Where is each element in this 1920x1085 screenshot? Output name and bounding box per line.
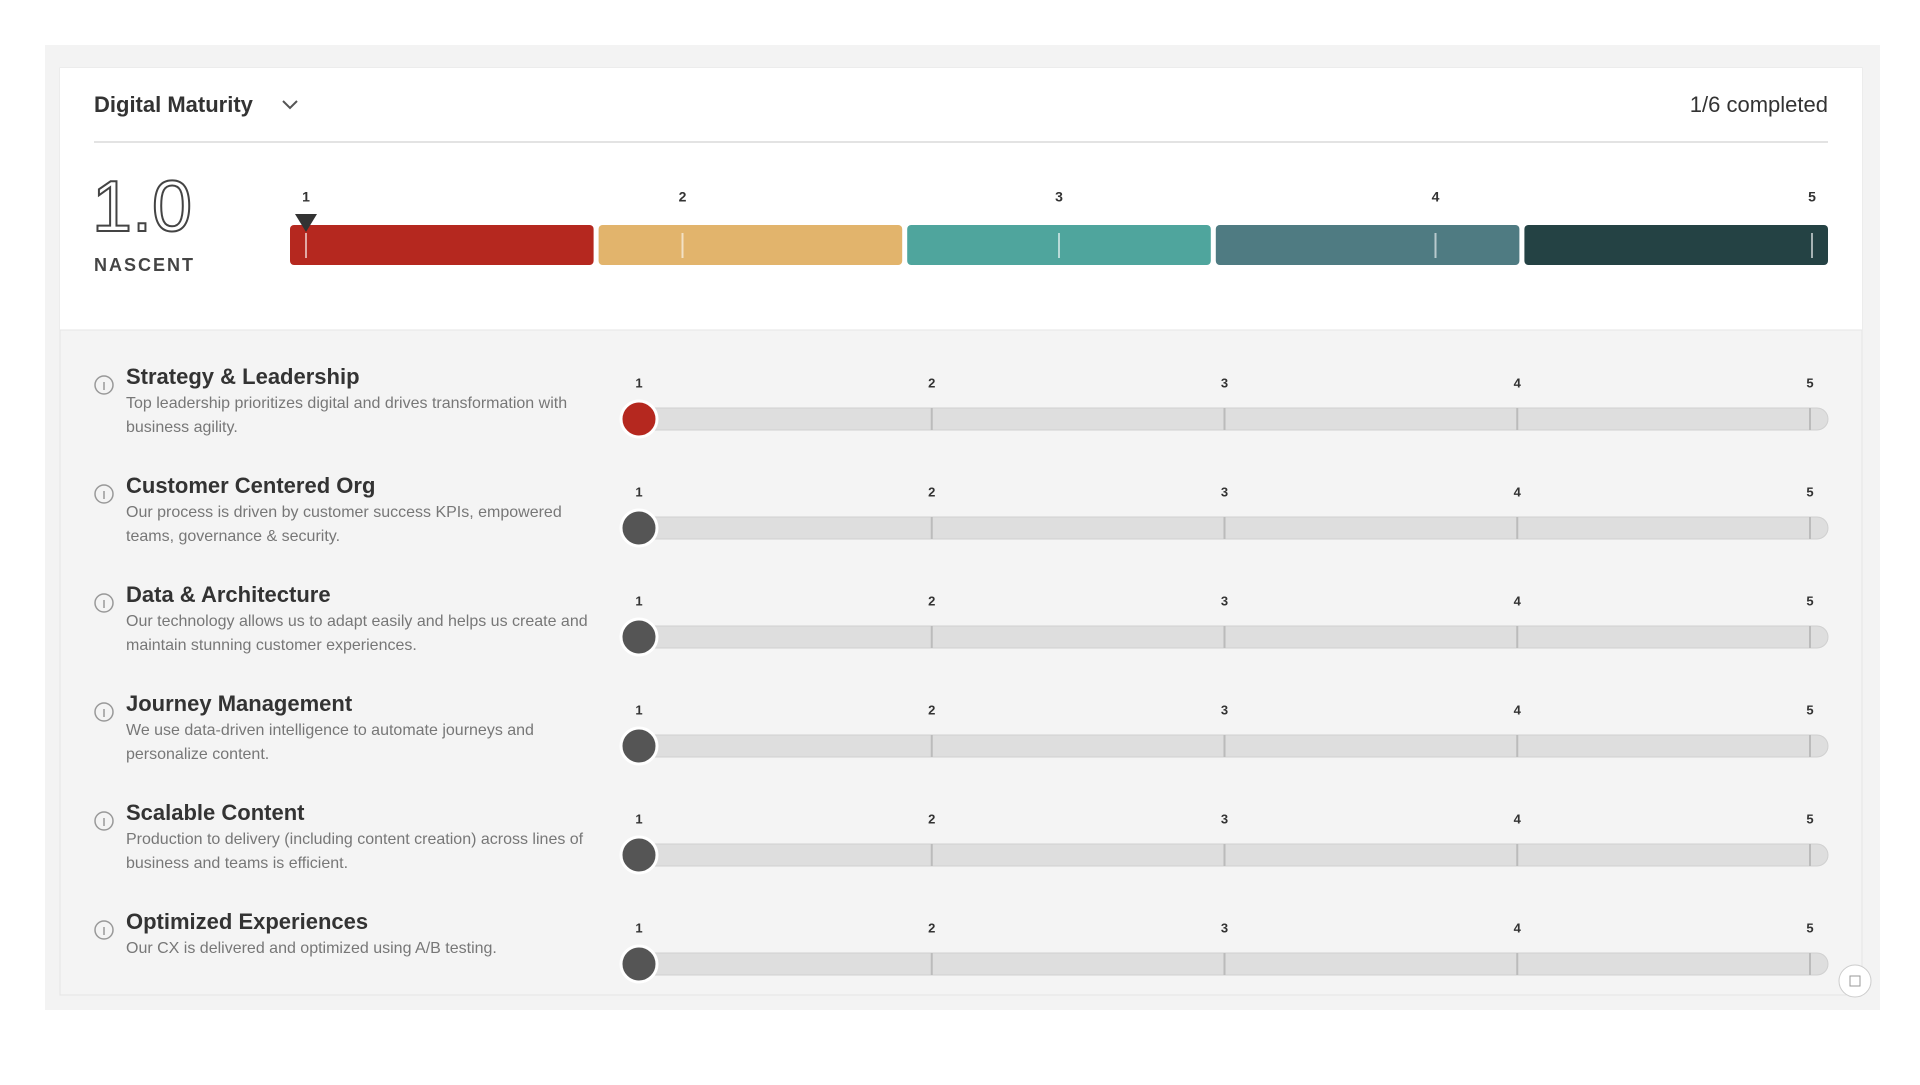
corner-button[interactable] bbox=[1838, 964, 1872, 998]
slider-label: 3 bbox=[1221, 593, 1228, 608]
slider-label: 4 bbox=[1514, 375, 1522, 390]
slider-knob[interactable] bbox=[619, 835, 659, 875]
info-icon[interactable] bbox=[94, 593, 114, 613]
slider-label: 3 bbox=[1221, 920, 1228, 935]
level-label: 2 bbox=[679, 189, 687, 205]
level-label: 1 bbox=[302, 189, 310, 205]
row-description: Top leadership prioritizes digital and d… bbox=[126, 395, 568, 436]
slider-label: 2 bbox=[928, 484, 935, 499]
slider-track[interactable] bbox=[638, 516, 1829, 540]
slider-track[interactable] bbox=[638, 952, 1829, 976]
slider-label: 1 bbox=[635, 593, 642, 608]
row-description: Our process is driven by customer succes… bbox=[126, 504, 562, 545]
row-title: Scalable Content bbox=[126, 800, 305, 825]
slider-label: 1 bbox=[635, 920, 642, 935]
slider-label: 2 bbox=[928, 593, 935, 608]
row-description: We use data-driven intelligence to autom… bbox=[126, 722, 534, 763]
score: 1.0 bbox=[92, 167, 192, 247]
slider-label: 1 bbox=[635, 375, 642, 390]
info-icon[interactable] bbox=[94, 484, 114, 504]
row-title: Data & Architecture bbox=[126, 582, 331, 607]
level-label: 5 bbox=[1808, 189, 1816, 205]
panel-header bbox=[60, 68, 1862, 330]
row-title: Optimized Experiences bbox=[126, 909, 368, 934]
slider-label: 3 bbox=[1221, 484, 1228, 499]
slider-label: 3 bbox=[1221, 811, 1228, 826]
row-description-box: Top leadership prioritizes digital and d… bbox=[126, 395, 568, 436]
level-label: 3 bbox=[1055, 189, 1063, 205]
slider-label: 3 bbox=[1221, 702, 1228, 717]
slider-knob[interactable] bbox=[619, 508, 659, 548]
level-segment bbox=[598, 225, 903, 265]
slider-label: 2 bbox=[928, 375, 935, 390]
dropdown-chevron[interactable] bbox=[282, 100, 298, 110]
progress: 1/6 completed bbox=[1690, 92, 1828, 117]
level-marker bbox=[295, 214, 317, 232]
level-segment bbox=[1215, 225, 1520, 265]
slider-knob[interactable] bbox=[619, 399, 659, 439]
row-description-box: Our CX is delivered and optimized using … bbox=[126, 940, 497, 957]
slider-label: 2 bbox=[928, 920, 935, 935]
row-description-box: Production to delivery (including conten… bbox=[126, 831, 584, 872]
slider-label: 4 bbox=[1514, 811, 1522, 826]
info-icon[interactable] bbox=[94, 702, 114, 722]
info-icon[interactable] bbox=[94, 920, 114, 940]
slider-label: 4 bbox=[1514, 593, 1522, 608]
row-title: Journey Management bbox=[126, 691, 353, 716]
row-title: Customer Centered Org bbox=[126, 473, 375, 498]
slider-track[interactable] bbox=[638, 407, 1829, 431]
slider-track[interactable] bbox=[638, 734, 1829, 758]
row-description: Production to delivery (including conten… bbox=[126, 831, 584, 872]
row-description: Our technology allows us to adapt easily… bbox=[126, 613, 588, 654]
slider-label: 5 bbox=[1806, 375, 1813, 390]
slider-label: 4 bbox=[1514, 702, 1522, 717]
slider-label: 1 bbox=[635, 811, 642, 826]
level-segment bbox=[1524, 225, 1828, 265]
slider-label: 4 bbox=[1514, 920, 1522, 935]
slider-label: 3 bbox=[1221, 375, 1228, 390]
slider-knob[interactable] bbox=[619, 944, 659, 984]
info-icon[interactable] bbox=[94, 811, 114, 831]
level-label: 4 bbox=[1432, 189, 1440, 205]
row-title: Strategy & Leadership bbox=[126, 364, 360, 389]
slider-label: 4 bbox=[1514, 484, 1522, 499]
corner-icon bbox=[1849, 975, 1861, 987]
row-description-box: We use data-driven intelligence to autom… bbox=[126, 722, 534, 763]
slider-label: 2 bbox=[928, 811, 935, 826]
level: NASCENT bbox=[94, 255, 195, 275]
slider-label: 1 bbox=[635, 702, 642, 717]
slider-track[interactable] bbox=[638, 625, 1829, 649]
slider-label: 5 bbox=[1806, 920, 1813, 935]
slider-label: 5 bbox=[1806, 702, 1813, 717]
slider-track[interactable] bbox=[638, 843, 1829, 867]
row-description: Our CX is delivered and optimized using … bbox=[126, 940, 497, 957]
slider-label: 2 bbox=[928, 702, 935, 717]
level-segment bbox=[290, 225, 594, 265]
row-description-box: Our technology allows us to adapt easily… bbox=[126, 613, 588, 654]
slider-knob[interactable] bbox=[619, 617, 659, 657]
row-description-box: Our process is driven by customer succes… bbox=[126, 504, 562, 545]
slider-label: 5 bbox=[1806, 593, 1813, 608]
slider-label: 5 bbox=[1806, 811, 1813, 826]
info-icon[interactable] bbox=[94, 375, 114, 395]
panel-title[interactable]: Digital Maturity bbox=[94, 92, 254, 117]
slider-label: 1 bbox=[635, 484, 642, 499]
slider-knob[interactable] bbox=[619, 726, 659, 766]
slider-label: 5 bbox=[1806, 484, 1813, 499]
